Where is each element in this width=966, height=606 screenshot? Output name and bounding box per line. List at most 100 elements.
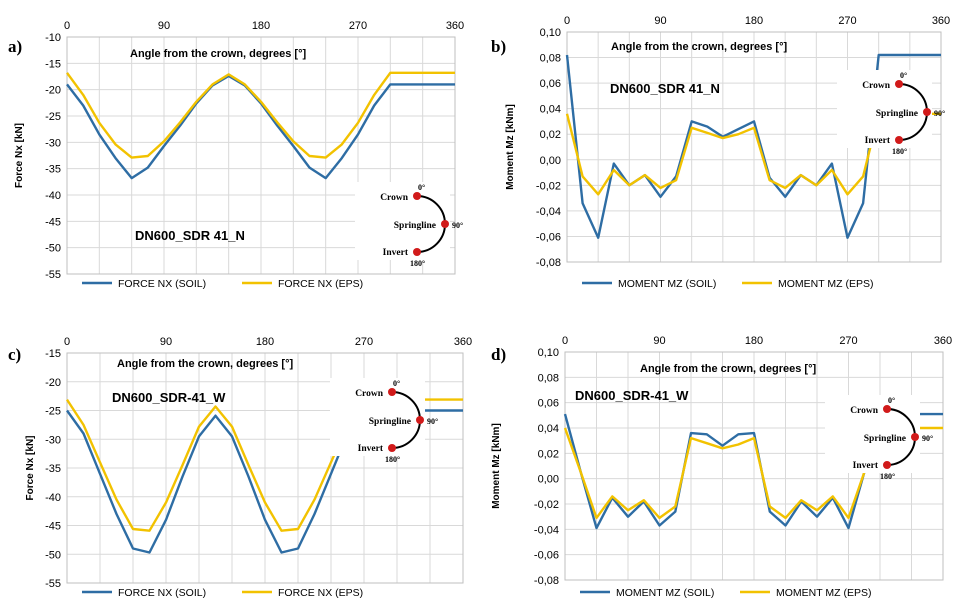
crown-label: Crown <box>380 193 409 203</box>
chart-title: Angle from the crown, degrees [°] <box>130 48 306 60</box>
pipe-label: DN600_SDR 41_N <box>610 81 720 96</box>
deg-0-label: 0° <box>888 396 895 405</box>
y-axis-label: Moment Mz [kNm] <box>505 104 516 190</box>
x-tick-label: 0 <box>64 20 70 32</box>
crown-label: Crown <box>850 406 879 416</box>
deg-90-label: 90° <box>922 434 933 443</box>
y-tick-label: -25 <box>45 111 61 123</box>
y-tick-label: -10 <box>45 32 61 44</box>
deg-180-label: 180° <box>892 147 907 156</box>
springline-label: Springline <box>369 417 411 427</box>
crown-marker <box>388 388 396 396</box>
y-tick-label: 0,04 <box>540 104 561 116</box>
y-axis-label: Moment Mz [kNm] <box>491 423 502 509</box>
x-tick-label: 0 <box>64 336 70 348</box>
pipe-position-inset: Crown Springline Invert 0° 90° 180° <box>330 378 438 464</box>
x-tick-label: 270 <box>839 335 857 347</box>
legend: FORCE NX (SOIL) FORCE NX (EPS) <box>82 278 363 290</box>
x-tick-label: 360 <box>932 15 950 27</box>
x-tick-label: 0 <box>562 335 568 347</box>
y-axis-label: Force Nx [kN] <box>25 435 36 500</box>
y-tick-label: -0,08 <box>536 257 561 269</box>
pipe-position-inset: Crown Springline Invert 0° 90° 180° <box>825 395 933 481</box>
springline-marker <box>416 416 424 424</box>
y-tick-label: -30 <box>45 434 61 446</box>
legend-label: MOMENT MZ (EPS) <box>776 587 871 599</box>
springline-marker <box>911 433 919 441</box>
pipe-label: DN600_SDR-41_W <box>575 388 689 403</box>
invert-marker <box>895 136 903 144</box>
legend-label: MOMENT MZ (EPS) <box>778 278 873 290</box>
springline-marker <box>441 220 449 228</box>
springline-marker <box>923 108 931 116</box>
y-tick-label: -45 <box>45 521 61 533</box>
x-tick-label: 180 <box>256 336 274 348</box>
x-tick-label: 360 <box>454 336 472 348</box>
invert-label: Invert <box>865 136 891 146</box>
plot-frame <box>564 351 944 581</box>
deg-0-label: 0° <box>393 379 400 388</box>
crown-label: Crown <box>862 81 891 91</box>
pipe-position-inset: Crown Springline Invert 0° 90° 180° <box>837 70 945 156</box>
chart-panel-b: 0,10 0,08 0,06 0,04 0,02 0,00 -0,02 -0,04 -0,06 -… <box>491 15 950 290</box>
y-tick-label: -0,06 <box>534 550 559 562</box>
panel-label: b) <box>491 37 506 56</box>
panel-label: a) <box>8 37 22 56</box>
y-tick-label: 0,02 <box>538 448 559 460</box>
y-tick-label: -40 <box>45 492 61 504</box>
x-tick-label: 0 <box>564 15 570 27</box>
y-tick-label: -0,02 <box>534 499 559 511</box>
y-tick-label: 0,08 <box>538 372 559 384</box>
y-tick-label: -55 <box>45 578 61 590</box>
deg-0-label: 0° <box>418 183 425 192</box>
legend-label: FORCE NX (EPS) <box>278 278 363 290</box>
y-tick-label: -20 <box>45 377 61 389</box>
legend-label: MOMENT MZ (SOIL) <box>616 587 714 599</box>
y-tick-label: -35 <box>45 164 61 176</box>
y-tick-label: 0,02 <box>540 129 561 141</box>
pipe-label: DN600_SDR 41_N <box>135 228 245 243</box>
y-tick-label: -15 <box>45 58 61 70</box>
crown-marker <box>895 80 903 88</box>
invert-label: Invert <box>853 461 879 471</box>
y-tick-label: -45 <box>45 216 61 228</box>
y-tick-label: -0,04 <box>536 206 561 218</box>
y-tick-label: 0,04 <box>538 423 559 435</box>
x-tick-label: 360 <box>446 20 464 32</box>
x-tick-label: 360 <box>934 335 952 347</box>
deg-180-label: 180° <box>385 455 400 464</box>
deg-0-label: 0° <box>900 71 907 80</box>
y-tick-label: 0,00 <box>540 155 561 167</box>
plot-frame <box>566 31 942 263</box>
y-tick-label: 0,10 <box>540 27 561 39</box>
chart-title: Angle from the crown, degrees [°] <box>640 363 816 375</box>
legend: FORCE NX (SOIL) FORCE NX (EPS) <box>82 587 363 599</box>
x-tick-label: 270 <box>355 336 373 348</box>
y-axis-label: Force Nx [kN] <box>14 123 25 188</box>
series-line-eps <box>66 71 455 159</box>
plot-frame <box>66 36 456 275</box>
invert-label: Invert <box>383 248 409 258</box>
crown-marker <box>883 405 891 413</box>
x-tick-label: 90 <box>653 335 665 347</box>
x-tick-label: 270 <box>838 15 856 27</box>
springline-label: Springline <box>394 221 436 231</box>
springline-label: Springline <box>864 434 906 444</box>
pipe-label: DN600_SDR-41_W <box>112 390 226 405</box>
deg-180-label: 180° <box>410 259 425 268</box>
deg-90-label: 90° <box>934 109 945 118</box>
y-tick-label: -50 <box>45 243 61 255</box>
y-tick-label: -30 <box>45 137 61 149</box>
x-tick-label: 90 <box>158 20 170 32</box>
panel-label: d) <box>491 345 506 364</box>
legend: MOMENT MZ (SOIL) MOMENT MZ (EPS) <box>580 587 871 599</box>
chart-panel-a: -10 -15 -20 -25 -30 -35 -40 -45 -50 -55 0 90 180 270 3… <box>8 20 464 290</box>
y-tick-label: -20 <box>45 85 61 97</box>
chart-title: Angle from the crown, degrees [°] <box>611 41 787 53</box>
panel-label: c) <box>8 345 21 364</box>
crown-marker <box>413 192 421 200</box>
y-tick-label: -0,04 <box>534 524 559 536</box>
chart-panel-d: 0,10 0,08 0,06 0,04 0,02 0,00 -0,02 -0,04 -0,06 -… <box>491 335 952 599</box>
x-tick-label: 90 <box>160 336 172 348</box>
